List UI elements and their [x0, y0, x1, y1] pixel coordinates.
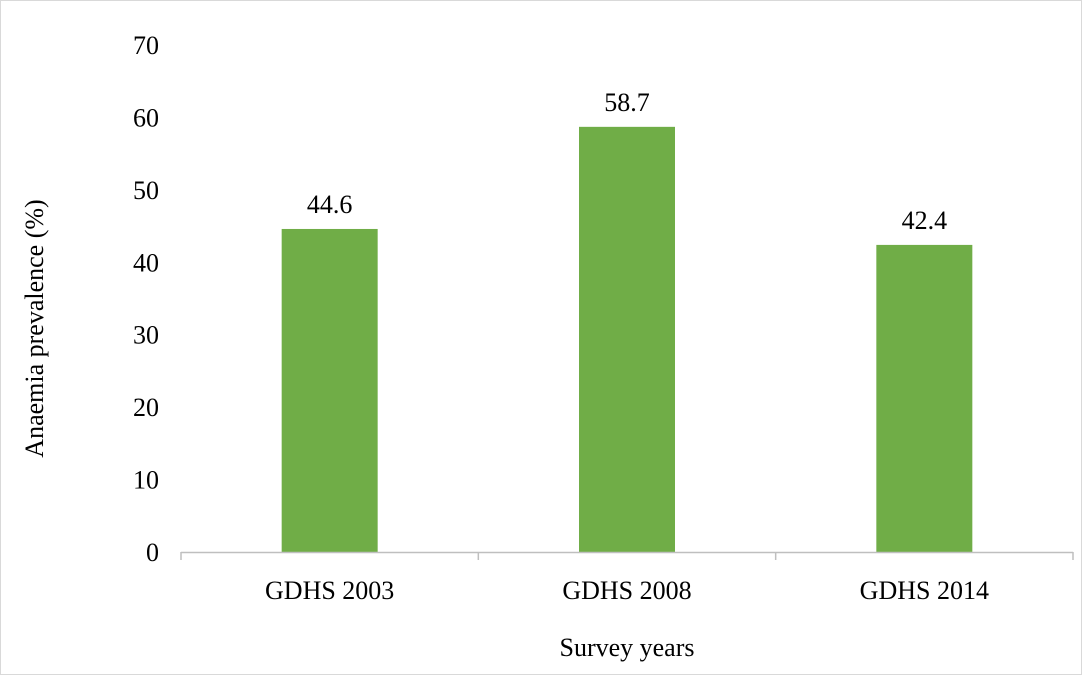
x-axis-title: Survey years — [559, 633, 694, 662]
y-tick-label: 50 — [133, 176, 159, 205]
y-tick-label: 40 — [133, 248, 159, 277]
bar — [579, 126, 675, 552]
x-tick-label: GDHS 2014 — [860, 576, 989, 605]
data-labels: 44.6 58.7 42.4 — [307, 88, 947, 235]
y-tick-label: 0 — [146, 538, 159, 567]
y-tick-label: 70 — [133, 31, 159, 60]
x-axis-tick-marks — [180, 552, 1074, 560]
y-tick-label: 60 — [133, 103, 159, 132]
bar — [281, 228, 378, 552]
y-tick-label: 10 — [133, 466, 159, 495]
y-axis-title: Anaemia prevalence (%) — [20, 199, 49, 457]
x-tick-label: GDHS 2008 — [562, 576, 691, 605]
bar-value-label: 42.4 — [902, 206, 948, 235]
y-axis-ticks: 0 10 20 30 40 50 60 70 — [133, 31, 159, 567]
x-tick-label: GDHS 2003 — [265, 576, 394, 605]
bar-value-label: 58.7 — [604, 88, 650, 117]
bar — [876, 244, 973, 552]
bar-value-label: 44.6 — [307, 190, 353, 219]
x-axis-ticks: GDHS 2003 GDHS 2008 GDHS 2014 — [265, 576, 989, 605]
bars — [281, 126, 973, 552]
y-tick-label: 20 — [133, 393, 159, 422]
y-tick-label: 30 — [133, 321, 159, 350]
